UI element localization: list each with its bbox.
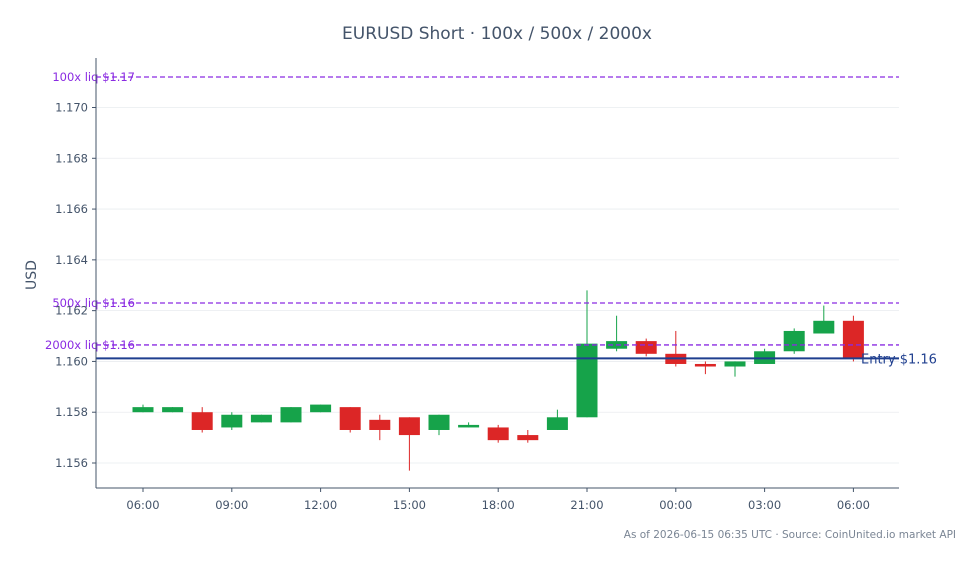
candle-body bbox=[635, 341, 657, 354]
y-axis-ticks: 1.156 1.158 1.160 1.162 1.164 1.166 1.168 1.170 bbox=[55, 101, 96, 470]
candle-body bbox=[250, 414, 272, 423]
chart-title: EURUSD Short · 100x / 500x / 2000x bbox=[342, 24, 652, 44]
candle-body bbox=[576, 343, 598, 418]
candles bbox=[132, 290, 864, 471]
candle-body bbox=[694, 363, 716, 367]
candle bbox=[487, 424, 509, 443]
candle-body bbox=[428, 414, 450, 430]
x-tick-label: 06:00 bbox=[837, 498, 870, 512]
reference-lines: 100x liq $1.17 500x liq $1.16 2000x liq $1… bbox=[45, 70, 937, 367]
candle-body bbox=[310, 404, 332, 413]
candle-body bbox=[369, 419, 391, 430]
candle bbox=[694, 361, 716, 375]
candle bbox=[842, 315, 864, 362]
candle-body bbox=[546, 417, 568, 430]
candle bbox=[191, 407, 213, 433]
candle bbox=[458, 422, 480, 428]
candle bbox=[280, 407, 302, 423]
y-tick-label: 1.158 bbox=[55, 405, 88, 419]
liquidation-label: 2000x liq $1.16 bbox=[45, 338, 135, 352]
candle-body bbox=[339, 407, 361, 430]
candle bbox=[221, 412, 243, 430]
candle bbox=[339, 407, 361, 433]
candle bbox=[428, 414, 450, 436]
y-tick-label: 1.166 bbox=[55, 202, 88, 216]
candle bbox=[635, 338, 657, 357]
candle-body bbox=[132, 407, 154, 413]
candle-body bbox=[842, 320, 864, 359]
candle-body bbox=[398, 417, 420, 436]
candle bbox=[517, 429, 539, 443]
y-tick-label: 1.168 bbox=[55, 151, 88, 165]
liquidation-label: 100x liq $1.17 bbox=[52, 70, 135, 84]
candle bbox=[369, 414, 391, 441]
candle bbox=[783, 328, 805, 354]
liquidation-label: 500x liq $1.16 bbox=[52, 296, 135, 310]
candle bbox=[250, 414, 272, 423]
candle-body bbox=[458, 424, 480, 428]
candle bbox=[724, 361, 746, 377]
candle-body bbox=[162, 407, 184, 413]
candle bbox=[576, 290, 598, 418]
candle-body bbox=[783, 330, 805, 352]
candle bbox=[606, 315, 628, 352]
candle bbox=[665, 330, 687, 367]
entry-label: Entry $1.16 bbox=[861, 352, 937, 367]
candle-body bbox=[517, 435, 539, 441]
candle-body bbox=[221, 414, 243, 428]
x-axis-ticks: 06:00 09:00 12:00 15:00 18:00 21:00 00:00 03:00… bbox=[126, 488, 870, 512]
y-tick-label: 1.162 bbox=[55, 304, 88, 318]
y-tick-label: 1.164 bbox=[55, 253, 88, 267]
y-axis-label: USD bbox=[24, 260, 40, 290]
x-tick-label: 09:00 bbox=[215, 498, 248, 512]
grid-layer bbox=[96, 107, 899, 464]
candle bbox=[132, 404, 154, 413]
footer-note: As of 2026-06-15 06:35 UTC · Source: Coi… bbox=[624, 529, 956, 541]
x-tick-label: 06:00 bbox=[126, 498, 159, 512]
candle bbox=[546, 409, 568, 430]
candle-body bbox=[724, 361, 746, 367]
x-tick-label: 12:00 bbox=[304, 498, 337, 512]
candle-body bbox=[487, 427, 509, 441]
candle bbox=[162, 407, 184, 413]
y-tick-label: 1.156 bbox=[55, 456, 88, 470]
x-tick-label: 21:00 bbox=[570, 498, 603, 512]
y-tick-label: 1.170 bbox=[55, 101, 88, 115]
x-tick-label: 03:00 bbox=[748, 498, 781, 512]
candle-body bbox=[191, 412, 213, 430]
x-tick-label: 18:00 bbox=[482, 498, 515, 512]
candle bbox=[754, 348, 776, 364]
x-tick-label: 00:00 bbox=[659, 498, 692, 512]
candle-body bbox=[813, 320, 835, 334]
y-tick-label: 1.160 bbox=[55, 354, 88, 368]
candle bbox=[310, 404, 332, 413]
candle bbox=[813, 305, 835, 334]
x-tick-label: 15:00 bbox=[393, 498, 426, 512]
candle bbox=[398, 417, 420, 471]
candle-body bbox=[280, 407, 302, 423]
